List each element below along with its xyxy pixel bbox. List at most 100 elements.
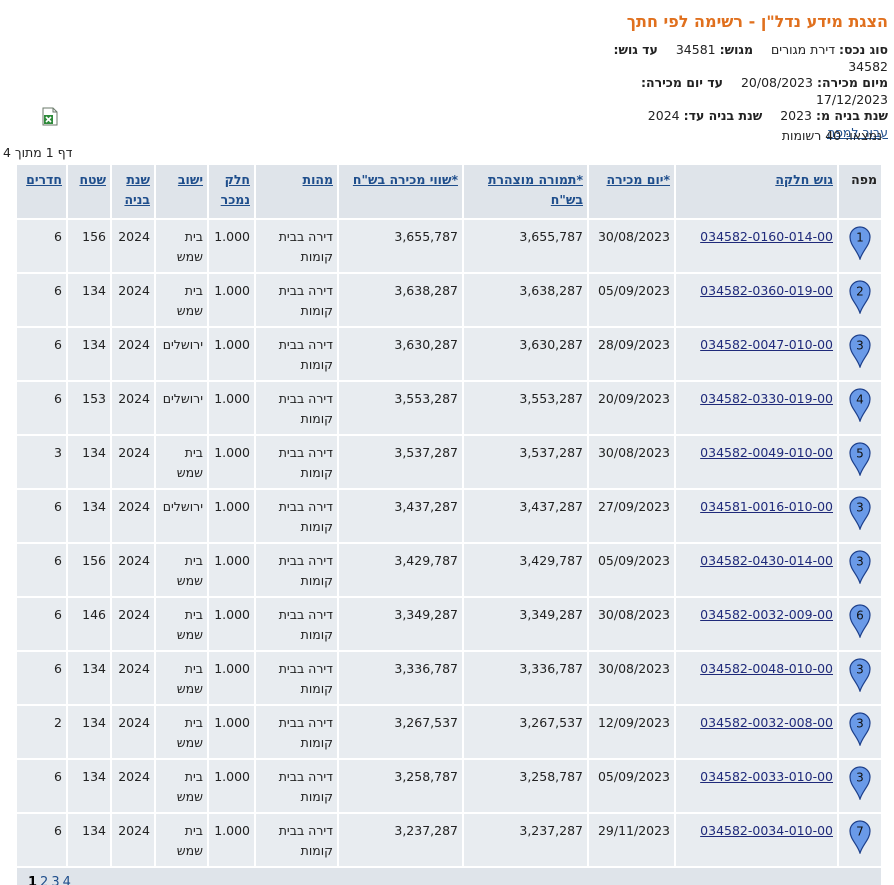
cell-text: 3,655,787 [519, 229, 583, 244]
table-cell: 1.000 [207, 380, 256, 436]
parcel-link[interactable]: 034582-0032-009-00 [700, 607, 833, 622]
map-cell: 1 [837, 218, 883, 274]
parcel-link[interactable]: 034582-0032-008-00 [700, 715, 833, 730]
column-sort-link[interactable]: *תמורה מוצהרת בש"ח [487, 172, 583, 207]
table-cell: 034582-0049-010-00 [674, 434, 839, 490]
map-pin[interactable]: 4 [849, 388, 871, 423]
map-pin[interactable]: 5 [849, 442, 871, 477]
column-header: ישוב [154, 163, 209, 220]
parcel-link[interactable]: 034582-0330-019-00 [700, 391, 833, 406]
column-sort-link[interactable]: שנת בניה [124, 172, 150, 207]
map-pin[interactable]: 7 [849, 820, 871, 855]
column-sort-link[interactable]: חדרים [26, 172, 62, 187]
table-cell: 134 [66, 488, 112, 544]
column-header: גוש חלקה [674, 163, 839, 220]
table-cell: 1.000 [207, 434, 256, 490]
column-sort-link[interactable]: *שווי מכירה בש"ח [352, 172, 458, 187]
cell-text: 146 [82, 607, 106, 622]
parcel-link[interactable]: 034582-0034-010-00 [700, 823, 833, 838]
map-cell: 6 [837, 596, 883, 652]
map-link[interactable]: עבור למפה [826, 124, 888, 140]
filter-line: שנת בניה מ: 2023 שנת בניה עד: 2024 [570, 108, 888, 125]
map-pin[interactable]: 3 [849, 712, 871, 747]
column-sort-link[interactable]: חלק נמכר [220, 172, 250, 207]
table-cell: 2024 [110, 488, 156, 544]
cell-text: 1.000 [214, 283, 250, 298]
parcel-link[interactable]: 034581-0016-010-00 [700, 499, 833, 514]
parcel-link[interactable]: 034582-0430-014-00 [700, 553, 833, 568]
map-cell: 2 [837, 272, 883, 328]
table-row: 3 034582-0047-010-00 28/09/2023 3,630,287 3,… [15, 326, 883, 382]
parcel-link[interactable]: 034582-0360-019-00 [700, 283, 833, 298]
parcel-link[interactable]: 034582-0033-010-00 [700, 769, 833, 784]
parcel-link[interactable]: 034582-0160-014-00 [700, 229, 833, 244]
table-cell: בית שמש [154, 812, 209, 868]
table-cell: 30/08/2023 [587, 650, 676, 706]
table-cell: 30/08/2023 [587, 434, 676, 490]
map-pin[interactable]: 1 [849, 226, 871, 261]
cell-text: 2024 [118, 553, 150, 568]
cell-text: 3,437,287 [394, 499, 458, 514]
table-cell: 1.000 [207, 326, 256, 382]
page-link[interactable]: 4 [62, 875, 71, 885]
parcel-link[interactable]: 034582-0048-010-00 [700, 661, 833, 676]
page-link[interactable]: 3 [51, 875, 60, 885]
table-cell: 6 [15, 542, 68, 598]
table-cell: 1.000 [207, 812, 256, 868]
cell-text: דירה בבית קומות [278, 337, 333, 372]
filter-value: 2024 [647, 108, 680, 123]
page-info: דף 1 מתוך 4 [3, 145, 73, 160]
column-sort-link[interactable]: שטח [79, 172, 106, 187]
table-cell: 1.000 [207, 542, 256, 598]
excel-export-icon[interactable] [42, 107, 58, 126]
cell-text: 134 [82, 661, 106, 676]
cell-text: 3,237,287 [519, 823, 583, 838]
filter-value: דירת מגורים [770, 42, 836, 57]
column-sort-link[interactable]: מהות [302, 172, 333, 187]
column-sort-link[interactable]: ישוב [177, 172, 203, 187]
map-cell: 3 [837, 542, 883, 598]
filter-value: 20/08/2023 [740, 75, 814, 90]
table-cell: 134 [66, 704, 112, 760]
column-header: חלק נמכר [207, 163, 256, 220]
map-cell: 3 [837, 326, 883, 382]
cell-text: דירה בבית קומות [278, 229, 333, 264]
cell-text: 2024 [118, 715, 150, 730]
parcel-link[interactable]: 034582-0049-010-00 [700, 445, 833, 460]
cell-text: 3,349,287 [519, 607, 583, 622]
table-cell: 1.000 [207, 488, 256, 544]
table-cell: בית שמש [154, 650, 209, 706]
table-cell: דירה בבית קומות [254, 704, 339, 760]
table-cell: בית שמש [154, 704, 209, 760]
records-found: נמצאו: 40 רשומות [781, 128, 882, 143]
map-pin[interactable]: 3 [849, 766, 871, 801]
table-cell: 3,237,287 [462, 812, 589, 868]
column-sort-link[interactable]: *יום מכירה [606, 172, 670, 187]
table-cell: 034582-0033-010-00 [674, 758, 839, 814]
cell-text: 3,258,787 [394, 769, 458, 784]
parcel-link[interactable]: 034582-0047-010-00 [700, 337, 833, 352]
page-link[interactable]: 2 [40, 875, 49, 885]
table-cell: 034582-0034-010-00 [674, 812, 839, 868]
table-cell: 2024 [110, 812, 156, 868]
table-cell: 134 [66, 650, 112, 706]
table-cell: 3,429,787 [337, 542, 464, 598]
cell-text: 156 [82, 553, 106, 568]
table-cell: 6 [15, 650, 68, 706]
cell-text: 6 [54, 283, 62, 298]
table-cell: 3,537,287 [337, 434, 464, 490]
column-sort-link[interactable]: גוש חלקה [775, 172, 833, 187]
cell-text: 3,336,787 [394, 661, 458, 676]
cell-text: 2024 [118, 661, 150, 676]
table-cell: דירה בבית קומות [254, 812, 339, 868]
map-pin[interactable]: 3 [849, 496, 871, 531]
cell-text: 3,267,537 [519, 715, 583, 730]
map-pin[interactable]: 3 [849, 658, 871, 693]
map-pin[interactable]: 6 [849, 604, 871, 639]
cell-text: 1.000 [214, 715, 250, 730]
map-pin[interactable]: 2 [849, 280, 871, 315]
map-pin[interactable]: 3 [849, 550, 871, 585]
map-pin[interactable]: 3 [849, 334, 871, 369]
